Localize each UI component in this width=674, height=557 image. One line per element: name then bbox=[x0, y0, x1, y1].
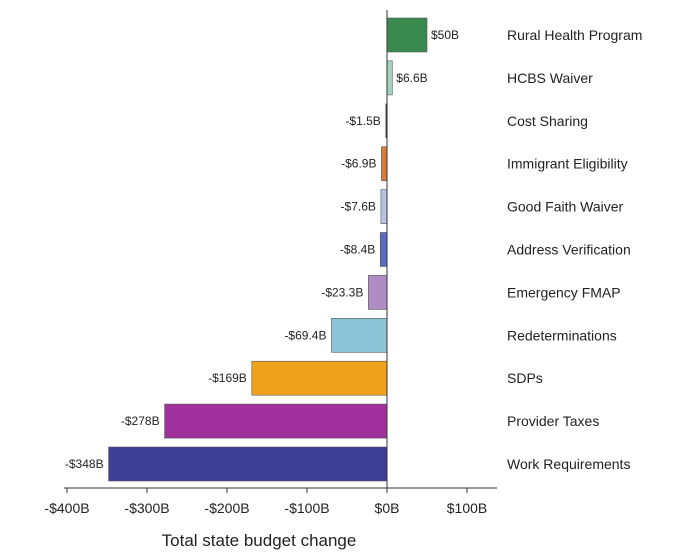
category-label-5: Address Verification bbox=[507, 242, 631, 258]
value-label-3: -$6.9B bbox=[341, 157, 376, 171]
bar-10 bbox=[108, 446, 388, 482]
value-label-6: -$23.3B bbox=[321, 285, 363, 299]
x-tick-label-5: $100B bbox=[447, 500, 487, 516]
x-tick-label-4: $0B bbox=[375, 500, 400, 516]
value-labels-layer: $50B $6.6B -$1.5B -$6.9B -$7.6B -$8.4B -$23.3B… bbox=[65, 28, 459, 471]
x-tick-label-1: -$300B bbox=[124, 500, 169, 516]
x-axis: -$400B -$300B -$200B -$100B $0B $100B bbox=[44, 10, 497, 516]
value-label-5: -$8.4B bbox=[340, 243, 375, 257]
value-label-9: -$278B bbox=[121, 414, 160, 428]
bar-9 bbox=[164, 403, 388, 439]
x-tick-label-2: -$200B bbox=[204, 500, 249, 516]
bar-0 bbox=[386, 17, 428, 53]
category-label-9: Provider Taxes bbox=[507, 413, 599, 429]
bar-5 bbox=[379, 232, 388, 267]
category-label-3: Immigrant Eligibility bbox=[507, 156, 628, 172]
value-label-1: $6.6B bbox=[396, 71, 427, 85]
category-label-4: Good Faith Waiver bbox=[507, 199, 624, 215]
category-labels-layer: Rural Health Program HCBS Waiver Cost Shar… bbox=[507, 27, 642, 472]
value-label-10: -$348B bbox=[65, 457, 104, 471]
category-label-6: Emergency FMAP bbox=[507, 284, 621, 300]
x-axis-title: Total state budget change bbox=[162, 531, 357, 550]
bar-7 bbox=[331, 317, 388, 353]
value-label-8: -$169B bbox=[208, 371, 247, 385]
value-label-0: $50B bbox=[431, 28, 459, 42]
bar-6 bbox=[368, 275, 388, 310]
x-tick-label-0: -$400B bbox=[44, 500, 89, 516]
value-label-2: -$1.5B bbox=[345, 114, 380, 128]
category-label-8: SDPs bbox=[507, 370, 543, 386]
value-label-7: -$69.4B bbox=[284, 328, 326, 342]
category-label-1: HCBS Waiver bbox=[507, 70, 593, 86]
bar-1 bbox=[386, 60, 393, 96]
bar-3 bbox=[381, 146, 388, 181]
category-label-10: Work Requirements bbox=[507, 456, 630, 472]
x-tick-label-3: -$100B bbox=[284, 500, 329, 516]
bar-8 bbox=[251, 360, 388, 396]
category-label-2: Cost Sharing bbox=[507, 113, 588, 129]
bars-layer bbox=[108, 17, 428, 482]
bar-4 bbox=[380, 189, 388, 224]
category-label-0: Rural Health Program bbox=[507, 27, 642, 43]
category-label-7: Redeterminations bbox=[507, 327, 617, 343]
value-label-4: -$7.6B bbox=[341, 200, 376, 214]
